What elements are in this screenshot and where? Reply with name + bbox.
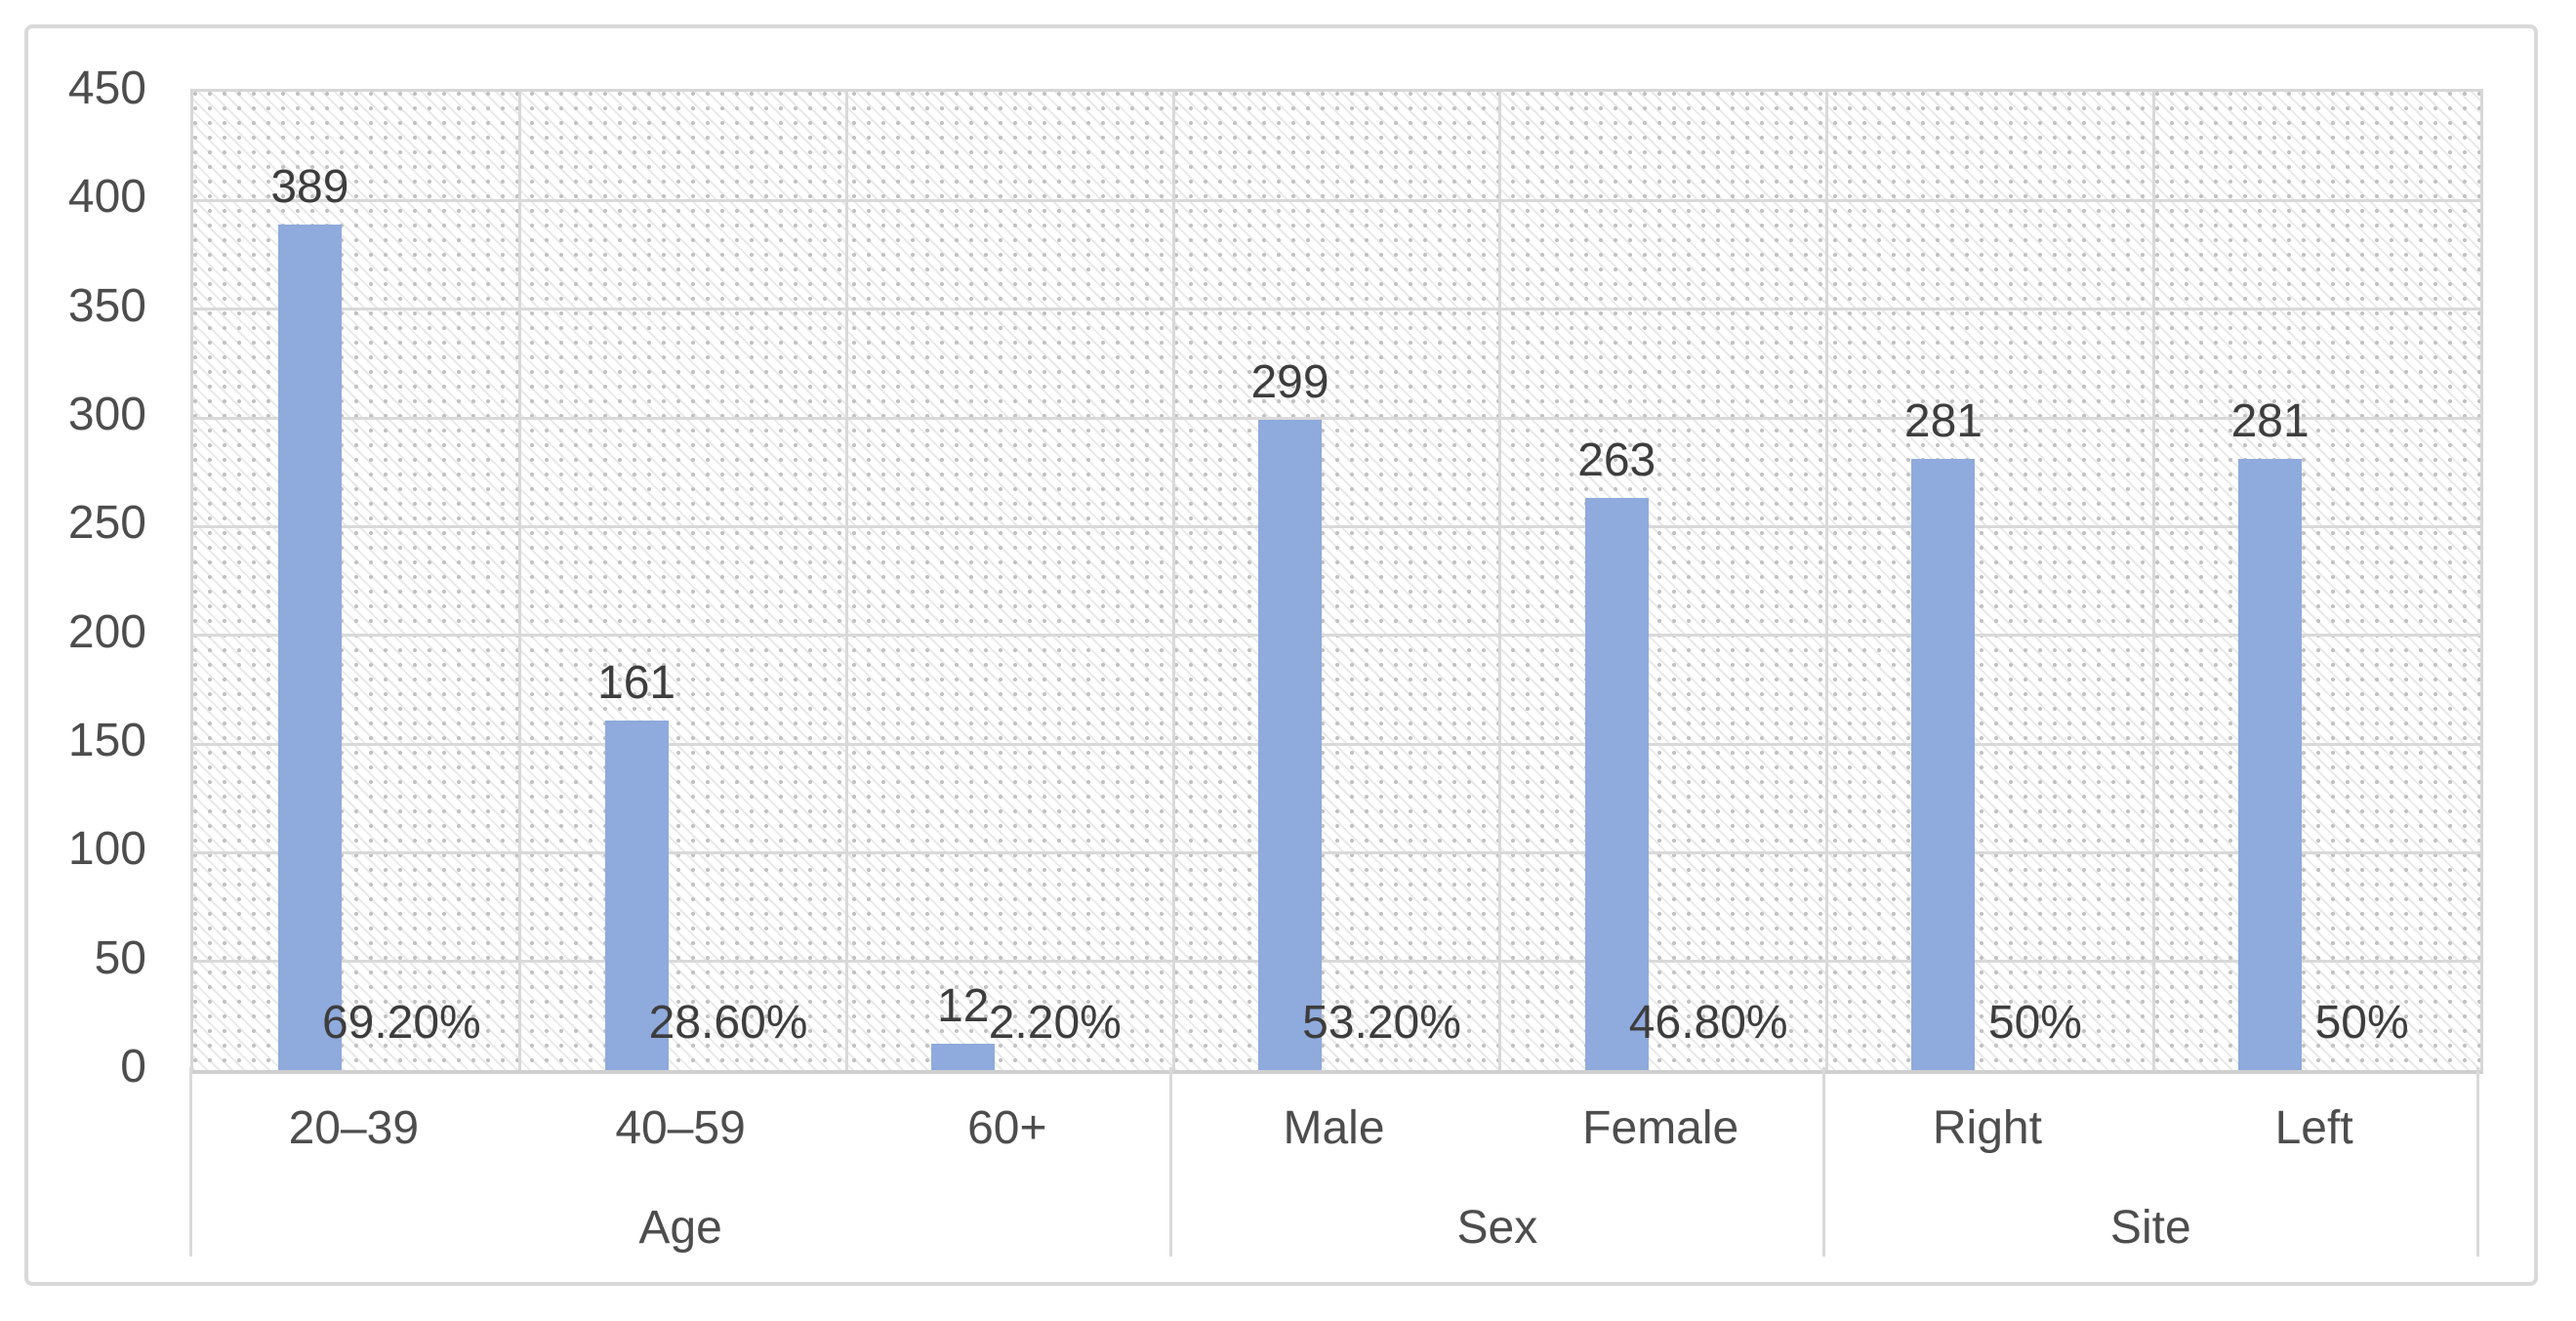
percent-label-female: 46.80% <box>1628 997 1788 1049</box>
percent-label-20-39: 69.20% <box>321 997 481 1049</box>
group-label-site: Site <box>2109 1202 2191 1254</box>
gridline-y-350 <box>193 308 2480 311</box>
chart-frame: 389 69.20% 161 28.60% 12 2.20% 299 53.20% 263 46.… <box>24 24 2538 1286</box>
group-separator-2 <box>1822 1067 1826 1257</box>
y-tick-label-250: 250 <box>67 497 146 550</box>
gridline-category-boundary-6 <box>2151 92 2155 1070</box>
gridline-y-100 <box>193 850 2480 854</box>
category-label-right: Right <box>1932 1102 2042 1154</box>
category-label-male: Male <box>1283 1102 1385 1154</box>
category-label-left: Left <box>2274 1102 2353 1154</box>
bar-40-59 <box>604 720 669 1070</box>
group-separator-0 <box>188 1067 192 1257</box>
value-label-female: 263 <box>1577 434 1656 487</box>
y-tick-label-400: 400 <box>67 171 146 224</box>
bar-right <box>1911 459 1976 1070</box>
y-tick-label-100: 100 <box>67 823 146 876</box>
percent-label-60: 2.20% <box>988 997 1122 1049</box>
gridline-category-boundary-4 <box>1498 92 1502 1070</box>
percent-label-right: 50% <box>1987 997 2082 1049</box>
gridline-y-150 <box>193 742 2480 746</box>
gridline-y-400 <box>193 198 2480 202</box>
value-label-60: 12 <box>937 980 990 1033</box>
y-tick-label-350: 350 <box>67 279 146 332</box>
category-label-female: Female <box>1582 1102 1739 1154</box>
bar-20-39 <box>277 224 342 1070</box>
y-tick-label-300: 300 <box>67 389 146 440</box>
category-label-60: 60+ <box>967 1102 1047 1154</box>
gridline-category-boundary-3 <box>1171 92 1175 1070</box>
bar-left <box>2238 459 2303 1070</box>
value-label-right: 281 <box>1903 395 1983 448</box>
y-tick-label-50: 50 <box>94 931 146 984</box>
bar-male <box>1258 420 1322 1070</box>
group-separator-1 <box>1168 1067 1172 1257</box>
percent-label-left: 50% <box>2314 997 2409 1049</box>
gridline-category-boundary-5 <box>1825 92 1829 1070</box>
value-label-40-59: 161 <box>597 656 676 709</box>
gridline-y-200 <box>193 634 2480 638</box>
y-tick-label-0: 0 <box>120 1041 146 1093</box>
bar-60 <box>931 1044 996 1070</box>
y-tick-label-150: 150 <box>67 715 146 766</box>
percent-label-male: 53.20% <box>1302 997 1461 1049</box>
gridline-category-boundary-1 <box>518 92 522 1070</box>
group-label-sex: Sex <box>1456 1202 1538 1254</box>
gridline-y-300 <box>193 416 2480 420</box>
plot-area: 389 69.20% 161 28.60% 12 2.20% 299 53.20% 263 46.… <box>190 89 2483 1074</box>
bar-female <box>1584 498 1649 1070</box>
gridline-y-50 <box>193 960 2480 964</box>
group-label-age: Age <box>638 1202 722 1254</box>
percent-label-40-59: 28.60% <box>648 997 808 1049</box>
value-label-20-39: 389 <box>270 160 349 213</box>
value-label-male: 299 <box>1250 356 1329 409</box>
y-tick-label-450: 450 <box>67 62 146 114</box>
y-tick-label-200: 200 <box>67 605 146 658</box>
group-separator-3 <box>2475 1067 2479 1257</box>
category-label-40-59: 40–59 <box>615 1102 746 1154</box>
gridline-y-250 <box>193 524 2480 528</box>
value-label-left: 281 <box>2230 395 2310 448</box>
category-label-20-39: 20–39 <box>288 1102 420 1154</box>
gridline-category-boundary-2 <box>844 92 848 1070</box>
